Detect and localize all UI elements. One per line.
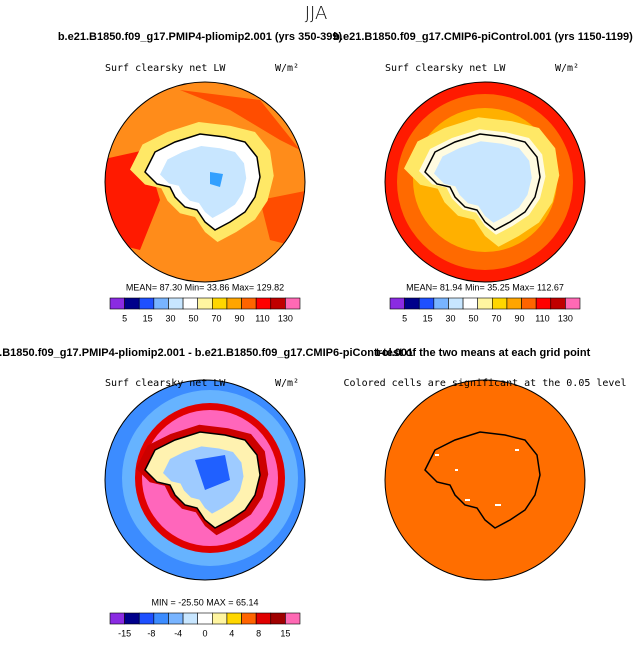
colorbar-swatch xyxy=(477,297,493,310)
colorbar-swatch xyxy=(565,297,581,310)
map xyxy=(105,82,305,282)
panel-units: W/m² xyxy=(275,378,299,389)
colorbar-swatch xyxy=(506,297,522,310)
colorbar-swatch xyxy=(226,297,242,310)
colorbar-label: 130 xyxy=(278,313,293,323)
colorbar-swatch xyxy=(241,612,257,625)
panel-title: t-test of the two means at each grid poi… xyxy=(376,347,591,359)
colorbar-swatch xyxy=(138,297,155,310)
colorbar-swatch xyxy=(550,297,566,310)
colorbar-swatch xyxy=(418,297,435,310)
colorbar-label: 15 xyxy=(280,628,290,638)
main-title: JJA xyxy=(305,3,328,24)
colorbar-label: 5 xyxy=(402,313,407,323)
map-border xyxy=(104,379,306,581)
colorbar-swatch xyxy=(109,297,125,310)
colorbar-label: 30 xyxy=(446,313,456,323)
colorbar-swatch xyxy=(138,612,155,625)
panel-stats: MEAN= 87.30 Min= 33.86 Max= 129.82 xyxy=(126,282,284,292)
colorbar-swatch xyxy=(197,612,213,625)
colorbar-label: 50 xyxy=(469,313,479,323)
colorbar-label: 70 xyxy=(211,313,221,323)
colorbar-swatch xyxy=(389,297,405,310)
colorbar-swatch xyxy=(404,297,420,310)
colorbar-swatch xyxy=(285,612,301,625)
colorbar-swatch xyxy=(285,297,301,310)
colorbar-label: -8 xyxy=(147,628,155,638)
map xyxy=(385,82,585,282)
colorbar-swatch xyxy=(226,612,242,625)
panel-units: W/m² xyxy=(275,63,299,74)
panel-stats: MIN = -25.50 MAX = 65.14 xyxy=(151,597,258,607)
colorbar-swatch xyxy=(241,297,257,310)
panel-title: b.e21.B1850.f09_g17.PMIP4-pliomip2.001 (… xyxy=(58,31,343,43)
colorbar-swatch xyxy=(492,297,508,310)
map xyxy=(385,380,585,580)
colorbar-label: 15 xyxy=(143,313,153,323)
colorbar-label: 30 xyxy=(166,313,176,323)
colorbar-swatch xyxy=(433,297,449,310)
colorbar-swatch xyxy=(182,612,198,625)
map-border xyxy=(384,379,586,581)
colorbar-label: 90 xyxy=(514,313,524,323)
panel-title: 21.B1850.f09_g17.PMIP4-pliomip2.001 - b.… xyxy=(0,347,413,359)
colorbar-label: 70 xyxy=(491,313,501,323)
colorbar-swatch xyxy=(212,612,228,625)
panel-subtitle: Surf clearsky net LW xyxy=(105,378,226,389)
colorbar-swatch xyxy=(124,297,140,310)
colorbar-label: 0 xyxy=(202,628,207,638)
colorbar-label: 4 xyxy=(229,628,234,638)
colorbar-swatch xyxy=(168,297,184,310)
colorbar-swatch xyxy=(448,297,464,310)
panel-subtitle: Surf clearsky net LW xyxy=(105,63,226,74)
colorbar-label: 5 xyxy=(122,313,127,323)
colorbar-swatch xyxy=(462,297,478,310)
colorbar-swatch xyxy=(153,297,169,310)
colorbar-swatch xyxy=(109,612,125,625)
colorbar-swatch xyxy=(270,612,286,625)
colorbar-swatch xyxy=(521,297,537,310)
colorbar-swatch xyxy=(124,612,140,625)
colorbar-label: 15 xyxy=(423,313,433,323)
colorbar-swatch xyxy=(535,297,552,310)
colorbar-swatch xyxy=(255,297,272,310)
panel-subtitle: Surf clearsky net LW xyxy=(385,63,506,74)
colorbar-label: 130 xyxy=(558,313,573,323)
colorbar-label: 8 xyxy=(256,628,261,638)
colorbar-swatch xyxy=(270,297,286,310)
colorbar-swatch xyxy=(168,612,184,625)
colorbar-label: 110 xyxy=(535,313,549,323)
panel-units: W/m² xyxy=(555,63,579,74)
colorbar-label: -15 xyxy=(118,628,131,638)
colorbar-label: 110 xyxy=(255,313,269,323)
colorbar-label: 90 xyxy=(234,313,244,323)
colorbar-swatch xyxy=(212,297,228,310)
colorbar-swatch xyxy=(153,612,169,625)
colorbar-swatch xyxy=(197,297,213,310)
map-border xyxy=(104,81,306,283)
panel-title: b.e21.B1850.f09_g17.CMIP6-piControl.001 … xyxy=(333,31,633,43)
colorbar-label: 50 xyxy=(189,313,199,323)
panel-stats: MEAN= 81.94 Min= 35.25 Max= 112.67 xyxy=(406,282,564,292)
colorbar-label: -4 xyxy=(174,628,182,638)
map xyxy=(105,380,305,580)
panel-subtitle: Colored cells are significant at the 0.0… xyxy=(344,378,627,389)
colorbar-swatch xyxy=(182,297,198,310)
colorbar-swatch xyxy=(255,612,272,625)
map-border xyxy=(384,81,586,283)
